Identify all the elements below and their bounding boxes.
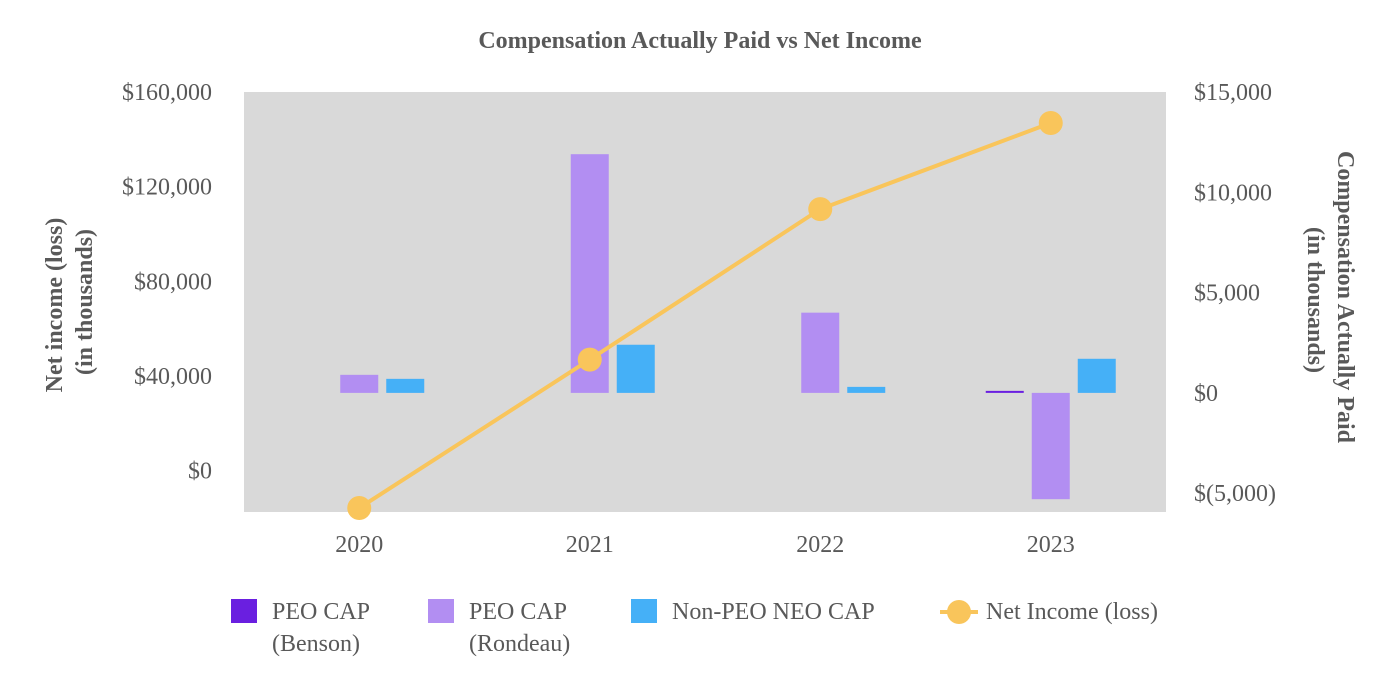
legend-label-net-income: Net Income (loss): [986, 599, 1158, 625]
legend-item-net-income: Net Income (loss): [940, 599, 1158, 625]
left-tick-label: $40,000: [134, 364, 212, 390]
right-axis: $(5,000) $0 $5,000 $10,000 $15,000: [1194, 80, 1276, 507]
right-axis-title-line-1: Compensation Actually Paid: [1332, 151, 1358, 444]
legend-swatch-peo-cap-benson: [231, 599, 257, 623]
x-tick-label: 2020: [335, 532, 383, 558]
net-income-point-2021: [577, 347, 602, 372]
right-tick-label: $10,000: [1194, 180, 1272, 206]
left-tick-label: $0: [188, 459, 212, 485]
left-tick-label: $160,000: [122, 80, 212, 106]
right-axis-title-line-2: (in thousands): [1302, 227, 1328, 373]
right-tick-label: $15,000: [1194, 80, 1272, 106]
chart-title: Compensation Actually Paid vs Net Income: [478, 28, 922, 54]
net-income-line: [358, 121, 1052, 510]
right-tick-label: $0: [1194, 381, 1218, 407]
bar-peo-cap-rondeau-2020: [340, 374, 379, 393]
right-axis-title: Compensation Actually Paid (in thousands…: [1302, 151, 1358, 449]
left-axis: $0 $40,000 $80,000 $120,000 $160,000: [122, 80, 212, 485]
legend-item-non-peo-neo-cap: Non-PEO NEO CAP: [631, 599, 875, 625]
x-tick-label: 2021: [566, 532, 614, 558]
bar-non-peo-neo-cap-2020: [386, 378, 425, 393]
legend-item-peo-cap-benson: PEO CAP (Benson): [231, 599, 375, 657]
bar-peo-cap-benson-2023: [985, 390, 1024, 393]
legend-label-peo-cap-benson: PEO CAP (Benson): [272, 599, 375, 657]
line-layer: [347, 110, 1063, 520]
left-tick-label: $80,000: [134, 269, 212, 295]
bar-non-peo-neo-cap-2021: [616, 344, 655, 393]
net-income-point-2020: [347, 495, 372, 520]
left-axis-title-line-2: (in thousands): [72, 229, 98, 375]
plot-area: [244, 92, 1166, 512]
right-tick-label: $5,000: [1194, 281, 1260, 307]
net-income-point-2022: [808, 197, 833, 222]
legend-swatch-peo-cap-rondeau: [428, 599, 454, 623]
bar-peo-cap-rondeau-2023: [1031, 392, 1070, 500]
net-income-point-2023: [1038, 110, 1063, 135]
x-tick-label: 2022: [796, 532, 844, 558]
bar-peo-cap-rondeau-2022: [801, 312, 840, 393]
legend-swatch-net-income-marker: [947, 600, 971, 624]
bar-non-peo-neo-cap-2023: [1077, 358, 1116, 393]
left-tick-label: $120,000: [122, 175, 212, 201]
legend-label-non-peo-neo-cap: Non-PEO NEO CAP: [672, 599, 875, 625]
left-axis-title-line-1: Net income (loss): [42, 218, 68, 393]
legend: PEO CAP (Benson) PEO CAP (Rondeau) Non-P…: [231, 599, 1158, 657]
bar-non-peo-neo-cap-2022: [847, 386, 886, 393]
legend-label-peo-cap-rondeau: PEO CAP (Rondeau): [469, 599, 572, 657]
bars-layer: [340, 154, 1116, 500]
right-tick-label: $(5,000): [1194, 481, 1276, 507]
left-axis-title: Net income (loss) (in thousands): [42, 212, 98, 393]
x-tick-label: 2023: [1027, 532, 1075, 558]
legend-item-peo-cap-rondeau: PEO CAP (Rondeau): [428, 599, 572, 657]
legend-swatch-non-peo-neo-cap: [631, 599, 657, 623]
x-axis: 2020 2021 2022 2023: [335, 532, 1075, 558]
